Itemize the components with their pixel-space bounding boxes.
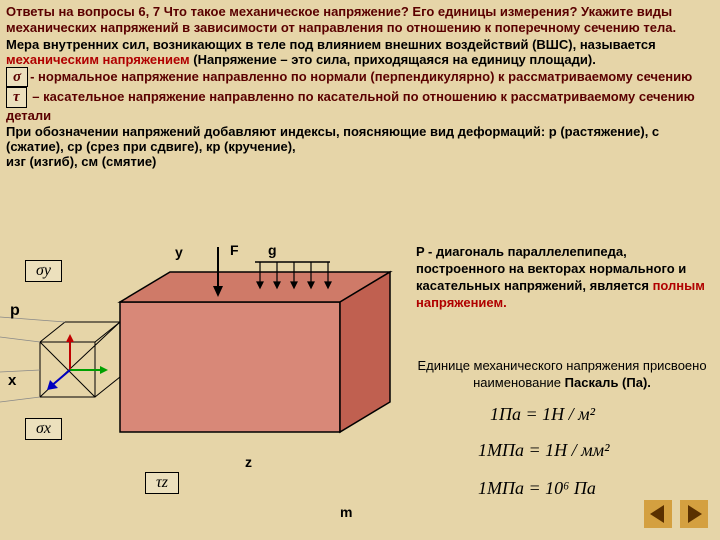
formula-2: 1МПа = 1Н / мм² [478, 440, 610, 461]
diagram-area: y F g p x z m σy σx τz P - диагональ пар… [0, 242, 720, 540]
def-tail: (Напряжение – это сила, приходящаяся на … [190, 52, 596, 67]
label-x: x [8, 372, 16, 389]
tau-line: τ – касательное напряжение направленно п… [6, 87, 714, 124]
def-text: Мера внутренних сил, возникающих в теле … [6, 37, 656, 52]
indices-line1: При обозначении напряжений добавляют инд… [6, 124, 714, 154]
box-sigma-y: σy [25, 260, 62, 282]
box-sigma-x: σx [25, 418, 62, 440]
sigma-symbol: σ [6, 67, 28, 88]
label-m: m [340, 504, 352, 520]
indices-line2: изг (изгиб), см (смятие) [6, 154, 714, 169]
p-desc-a: P - диагональ параллелепипеда, построенн… [416, 244, 686, 293]
box-tau-z: τz [145, 472, 179, 494]
unit-description: Единице механического напряжения присвое… [412, 358, 712, 392]
term-red: механическим напряжением [6, 52, 190, 67]
label-y: y [175, 244, 183, 260]
tau-desc: – касательное напряжение направленно по … [6, 89, 695, 123]
question-title: Ответы на вопросы 6, 7 Что такое механич… [6, 4, 714, 37]
label-g: g [268, 242, 277, 258]
label-z: z [245, 454, 252, 470]
nav-next-button[interactable] [680, 500, 708, 528]
p-description: P - диагональ параллелепипеда, построенн… [416, 244, 706, 312]
sigma-line: σ- нормальное напряжение направленно по … [6, 67, 714, 88]
label-p: p [10, 302, 20, 320]
cube-svg [0, 242, 400, 532]
unit-b: Паскаль (Па). [565, 375, 651, 390]
unit-a: Единице механического напряжения присвое… [417, 358, 706, 390]
tau-symbol: τ [6, 87, 27, 108]
label-F: F [230, 242, 239, 258]
formula-1: 1Па = 1Н / м² [490, 404, 595, 425]
definition: Мера внутренних сил, возникающих в теле … [6, 37, 714, 67]
nav-prev-button[interactable] [644, 500, 672, 528]
sigma-desc: - нормальное напряжение направленно по н… [30, 69, 692, 84]
formula-3: 1МПа = 10⁶ Па [478, 478, 596, 499]
